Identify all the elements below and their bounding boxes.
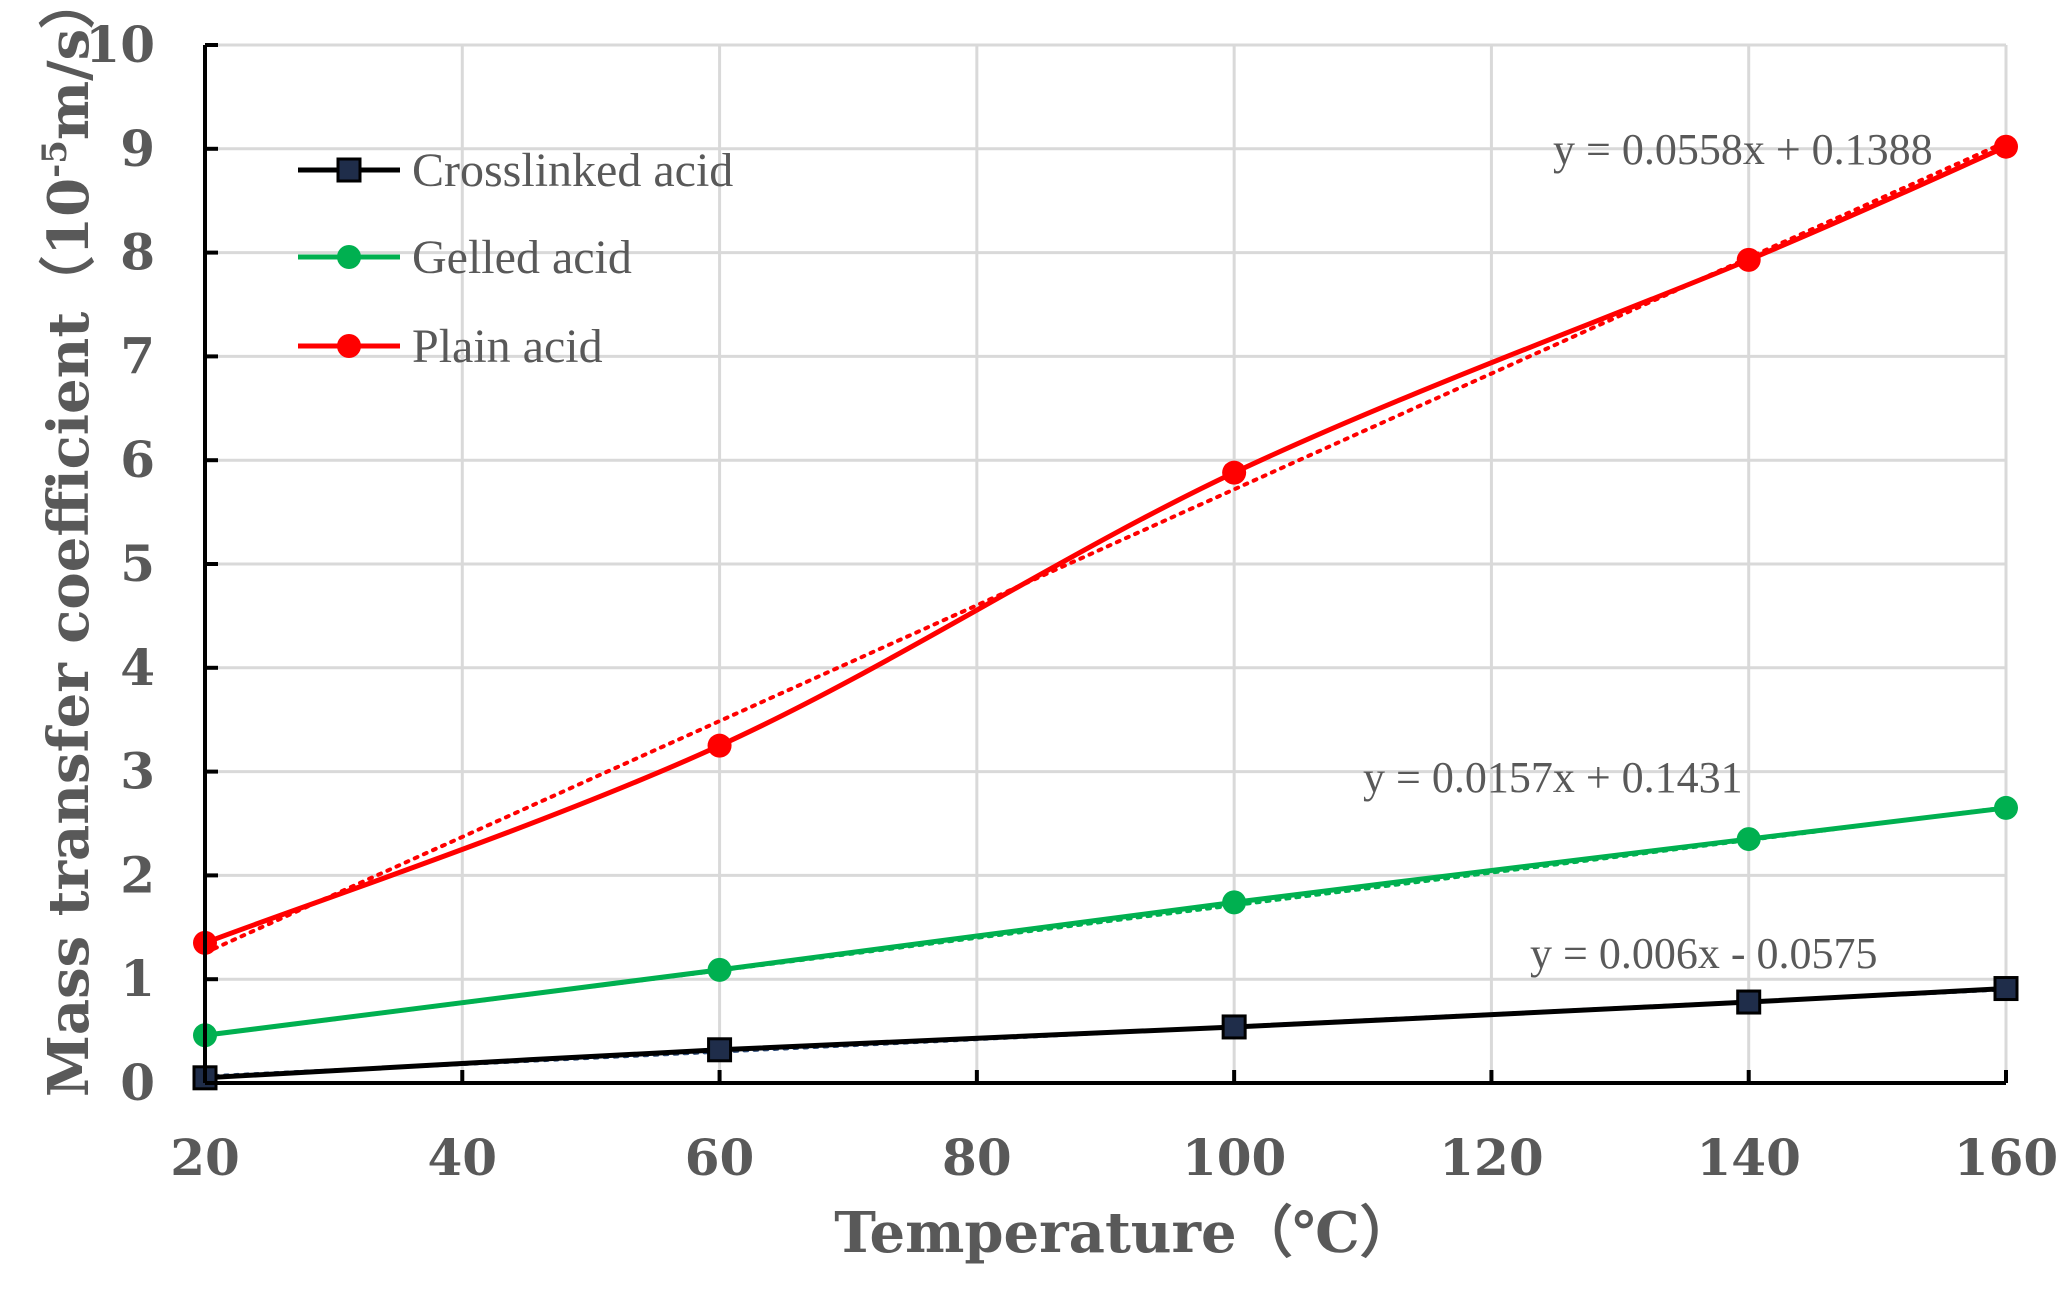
plain-acid-marker: [1736, 247, 1761, 272]
crosslinked-acid-marker: [707, 1037, 733, 1063]
plain-acid-equation: y = 0.0558x + 0.1388: [1553, 125, 1933, 174]
y-axis-title-main: Mass transfer coefficient（10: [36, 178, 102, 1097]
gelled-acid-marker: [707, 957, 732, 982]
crosslinked-acid-equation: y = 0.006x - 0.0575: [1530, 929, 1877, 978]
gelled-acid-marker: [1994, 795, 2018, 820]
crosslinked-acid-marker: [1993, 976, 2019, 1002]
x-tick-label: 120: [1439, 1128, 1543, 1187]
x-tick-label: 80: [942, 1128, 1012, 1187]
plain-acid-marker: [1222, 460, 1247, 485]
grid: [205, 43, 2008, 1083]
legend-crosslinked-acid-marker: [336, 157, 362, 183]
y-tick-label: 3: [120, 742, 155, 801]
series-lines: [204, 144, 2008, 1081]
tick-labels: 0 1 2 3 4 5 6 7 8 9 10 20 40 60 80 100 120 140 160: [85, 15, 2058, 1187]
x-tick-label: 140: [1697, 1128, 1801, 1187]
legend-plain-acid-marker: [337, 334, 361, 358]
legend-crosslinked-acid-label: Crosslinked acid: [412, 144, 733, 197]
axes: [203, 43, 2008, 1085]
y-tick-label: 10: [85, 15, 155, 74]
y-tick-label: 6: [120, 430, 155, 489]
y-axis-title-tail: m/s）: [36, 0, 102, 140]
legend-plain-acid-label: Plain acid: [412, 320, 603, 373]
y-tick-label: 1: [120, 949, 155, 1008]
y-tick-label: 0: [120, 1053, 155, 1112]
legend: Crosslinked acid Gelled acid Plain acid: [298, 144, 733, 373]
gelled-acid-equation: y = 0.0157x + 0.1431: [1363, 753, 1743, 802]
legend-gelled-acid-label: Gelled acid: [412, 231, 632, 284]
plain-acid-marker: [707, 733, 732, 758]
plain-acid-marker: [1994, 134, 2018, 159]
x-tick-label: 20: [170, 1128, 240, 1187]
gelled-acid-marker: [1222, 890, 1247, 915]
y-tick-label: 8: [120, 223, 155, 282]
x-tick-label: 40: [427, 1128, 497, 1187]
trendline-equations: y = 0.006x - 0.0575 y = 0.0157x + 0.1431 y…: [1363, 125, 1933, 978]
x-axis-title: Temperature（℃）: [834, 1200, 1416, 1266]
x-tick-label: 160: [1954, 1128, 2058, 1187]
y-axis-title: Mass transfer coefficient（10-5m/s）: [35, 0, 102, 1097]
y-tick-label: 4: [120, 638, 155, 697]
x-tick-label: 60: [685, 1128, 755, 1187]
plain-acid-trendline: [203, 139, 2008, 955]
crosslinked-acid-marker: [1221, 1014, 1247, 1040]
crosslinked-acid-marker: [1736, 989, 1762, 1015]
gelled-acid-line: [204, 805, 2007, 1038]
x-tick-label: 100: [1182, 1128, 1286, 1187]
y-tick-label: 5: [120, 534, 155, 593]
plain-acid-line: [204, 144, 2008, 946]
y-axis-title-exponent: -5: [35, 140, 75, 178]
y-tick-label: 9: [120, 119, 155, 178]
gelled-acid-marker: [1736, 827, 1761, 852]
y-tick-label: 7: [120, 326, 155, 385]
y-tick-label: 2: [120, 845, 155, 904]
crosslinked-acid-line: [204, 986, 2007, 1081]
legend-gelled-acid-marker: [337, 245, 361, 269]
